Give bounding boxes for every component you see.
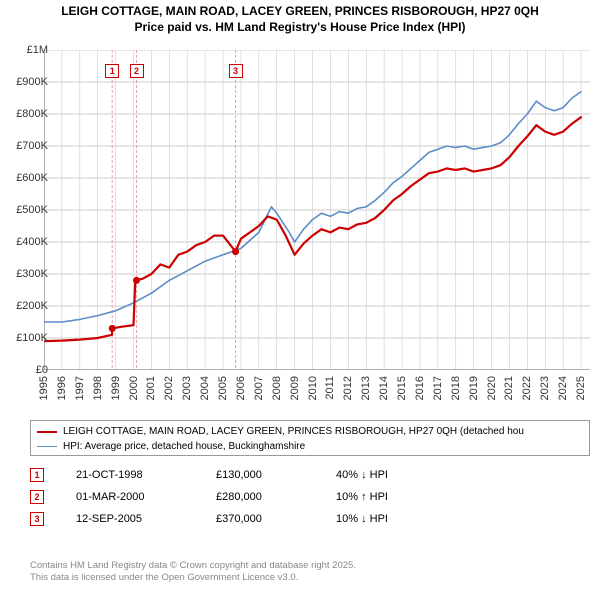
marker-price: £280,000 bbox=[216, 491, 336, 503]
x-axis-label: 2022 bbox=[521, 376, 533, 400]
legend: LEIGH COTTAGE, MAIN ROAD, LACEY GREEN, P… bbox=[30, 420, 590, 456]
marker-delta: 40% ↓ HPI bbox=[336, 469, 590, 481]
title-line-2: Price paid vs. HM Land Registry's House … bbox=[6, 20, 594, 36]
chart-title: LEIGH COTTAGE, MAIN ROAD, LACEY GREEN, P… bbox=[0, 0, 600, 37]
marker-price: £370,000 bbox=[216, 513, 336, 525]
y-axis-label: £700K bbox=[16, 140, 48, 152]
x-axis-label: 2009 bbox=[289, 376, 301, 400]
y-axis-label: £0 bbox=[36, 364, 48, 376]
x-axis-label: 2002 bbox=[163, 376, 175, 400]
y-axis-label: £400K bbox=[16, 236, 48, 248]
y-axis-label: £1M bbox=[27, 44, 48, 56]
marker-table: 1 21-OCT-1998£130,00040% ↓ HPI 2 01-MAR-200… bbox=[30, 464, 590, 530]
x-axis-label: 2024 bbox=[557, 376, 569, 400]
marker-badge: 1 bbox=[30, 468, 44, 482]
y-axis-label: £100K bbox=[16, 332, 48, 344]
marker-badge: 3 bbox=[30, 512, 44, 526]
legend-label: LEIGH COTTAGE, MAIN ROAD, LACEY GREEN, P… bbox=[63, 426, 524, 437]
x-axis-label: 2023 bbox=[539, 376, 551, 400]
legend-label: HPI: Average price, detached house, Buck… bbox=[63, 441, 305, 452]
x-axis-label: 2014 bbox=[378, 376, 390, 400]
chart-plot-area: 12 3 bbox=[44, 50, 590, 370]
chart-marker-badge: 3 bbox=[229, 64, 243, 78]
footer-line-1: Contains HM Land Registry data © Crown c… bbox=[30, 560, 356, 572]
y-axis-label: £300K bbox=[16, 268, 48, 280]
chart-marker-badge: 1 bbox=[105, 64, 119, 78]
x-axis-label: 1996 bbox=[56, 376, 68, 400]
x-axis-label: 2006 bbox=[235, 376, 247, 400]
x-axis-label: 2017 bbox=[432, 376, 444, 400]
x-axis-label: 2016 bbox=[414, 376, 426, 400]
marker-date: 01-MAR-2000 bbox=[76, 491, 216, 503]
x-axis-label: 2000 bbox=[128, 376, 140, 400]
x-axis-label: 2010 bbox=[307, 376, 319, 400]
x-axis-label: 2013 bbox=[360, 376, 372, 400]
x-axis-label: 2011 bbox=[324, 376, 336, 400]
x-axis-label: 1997 bbox=[74, 376, 86, 400]
legend-swatch bbox=[37, 446, 57, 447]
chart-svg bbox=[44, 50, 590, 370]
x-axis-label: 2012 bbox=[342, 376, 354, 400]
y-axis-label: £500K bbox=[16, 204, 48, 216]
chart-marker-badge: 2 bbox=[130, 64, 144, 78]
legend-item: LEIGH COTTAGE, MAIN ROAD, LACEY GREEN, P… bbox=[37, 424, 583, 439]
x-axis-label: 2003 bbox=[181, 376, 193, 400]
y-axis-label: £900K bbox=[16, 76, 48, 88]
marker-row: 3 12-SEP-2005£370,00010% ↓ HPI bbox=[30, 508, 590, 530]
x-axis-label: 2005 bbox=[217, 376, 229, 400]
x-axis-label: 1995 bbox=[38, 376, 50, 400]
x-axis-label: 2025 bbox=[575, 376, 587, 400]
marker-delta: 10% ↓ HPI bbox=[336, 513, 590, 525]
marker-row: 2 01-MAR-2000£280,00010% ↑ HPI bbox=[30, 486, 590, 508]
x-axis-label: 1998 bbox=[92, 376, 104, 400]
x-axis-label: 2001 bbox=[145, 376, 157, 400]
x-axis-label: 2019 bbox=[468, 376, 480, 400]
marker-date: 12-SEP-2005 bbox=[76, 513, 216, 525]
x-axis-label: 2020 bbox=[486, 376, 498, 400]
y-axis-label: £600K bbox=[16, 172, 48, 184]
marker-date: 21-OCT-1998 bbox=[76, 469, 216, 481]
y-axis-label: £200K bbox=[16, 300, 48, 312]
title-line-1: LEIGH COTTAGE, MAIN ROAD, LACEY GREEN, P… bbox=[6, 4, 594, 20]
x-axis-label: 2007 bbox=[253, 376, 265, 400]
y-axis-label: £800K bbox=[16, 108, 48, 120]
marker-row: 1 21-OCT-1998£130,00040% ↓ HPI bbox=[30, 464, 590, 486]
x-axis-label: 1999 bbox=[110, 376, 122, 400]
x-axis-label: 2015 bbox=[396, 376, 408, 400]
x-axis-label: 2008 bbox=[271, 376, 283, 400]
marker-price: £130,000 bbox=[216, 469, 336, 481]
legend-item: HPI: Average price, detached house, Buck… bbox=[37, 439, 583, 454]
x-axis-label: 2018 bbox=[450, 376, 462, 400]
footer-attribution: Contains HM Land Registry data © Crown c… bbox=[30, 560, 356, 584]
x-axis-label: 2021 bbox=[503, 376, 515, 400]
marker-delta: 10% ↑ HPI bbox=[336, 491, 590, 503]
x-axis-label: 2004 bbox=[199, 376, 211, 400]
footer-line-2: This data is licensed under the Open Gov… bbox=[30, 572, 356, 584]
legend-swatch bbox=[37, 431, 57, 433]
marker-badge: 2 bbox=[30, 490, 44, 504]
